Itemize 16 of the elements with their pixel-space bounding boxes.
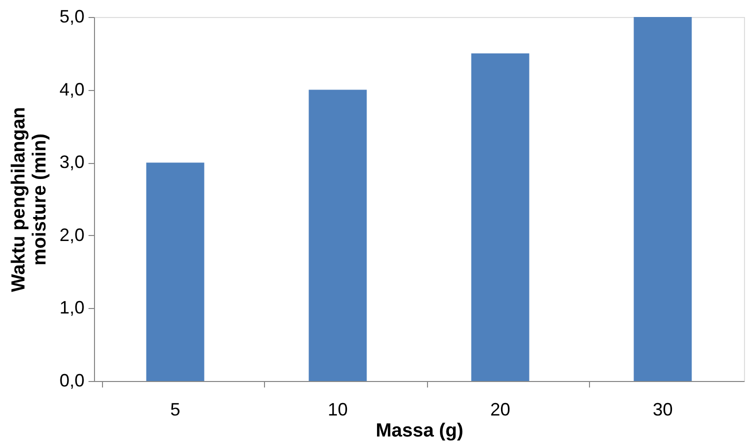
- x-axis-title: Massa (g): [376, 420, 464, 442]
- bar: [308, 90, 367, 381]
- bar: [471, 53, 530, 381]
- x-tick-label: 30: [652, 400, 673, 420]
- y-tick-label: 2,0: [59, 224, 84, 245]
- y-tick-label: 4,0: [59, 79, 84, 100]
- bar: [634, 17, 692, 381]
- x-tick-label: 10: [328, 400, 348, 420]
- y-tick-label: 3,0: [59, 152, 84, 172]
- x-tick-label: 5: [170, 400, 180, 420]
- y-axis-title: Waktu penghilangan moisture (min): [8, 106, 50, 292]
- x-tick-label: 20: [490, 400, 510, 420]
- y-tick-label: 0,0: [59, 370, 84, 390]
- y-tick-label: 1,0: [59, 298, 84, 318]
- bar: [146, 162, 204, 381]
- y-tick-label: 5,0: [59, 6, 84, 26]
